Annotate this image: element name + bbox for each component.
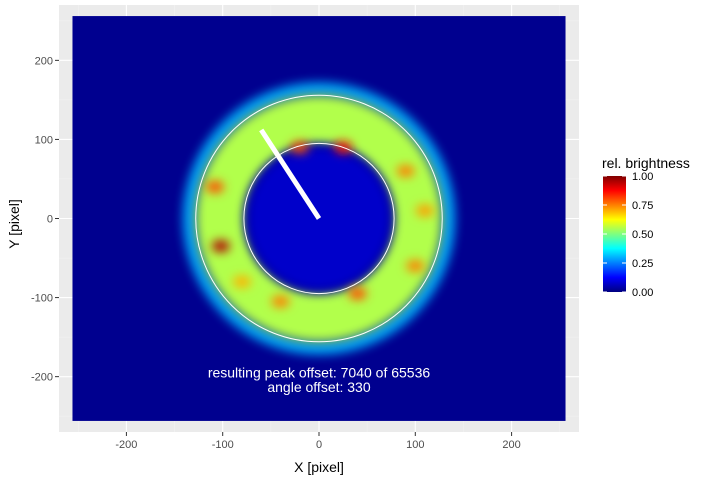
ring-boundaries: [195, 94, 443, 343]
x-tick-label: 100: [406, 439, 424, 451]
hotspot: [271, 295, 290, 308]
annotation-angle-offset: angle offset: 330: [267, 379, 370, 395]
x-axis: -200 -100 0 100 200: [115, 432, 521, 451]
hotspot: [415, 204, 434, 217]
legend: rel. brightness 0.00 0.25 0.50 0.75 1.00: [602, 155, 690, 299]
legend-tick-label: 0.50: [632, 229, 653, 241]
ring-boundary-circle: [195, 94, 443, 343]
annotation-peak-offset: resulting peak offset: 7040 of 65536: [208, 365, 431, 381]
x-tick-label: -200: [115, 439, 137, 451]
x-axis-title: X [pixel]: [294, 459, 344, 475]
ring-band: [195, 95, 443, 342]
legend-ticks: 0.00 0.25 0.50 0.75 1.00: [603, 171, 653, 299]
hotspot: [206, 180, 224, 193]
legend-tick-label: 0.75: [632, 200, 653, 212]
hotspot: [211, 240, 230, 253]
y-tick-label: -100: [31, 293, 53, 305]
offset-line: [259, 128, 322, 220]
hotspot: [396, 165, 415, 178]
hotspot: [348, 287, 367, 300]
ring-halo: [182, 82, 456, 355]
legend-colorbar: [603, 176, 626, 292]
hotspot: [232, 275, 251, 288]
legend-tick-label: 0.25: [632, 258, 653, 270]
legend-title: rel. brightness: [602, 155, 690, 171]
y-tick-label: 100: [35, 134, 53, 146]
hotspots: [206, 141, 434, 308]
hotspot: [406, 259, 425, 272]
y-tick-label: -200: [31, 372, 53, 384]
brightness-ring: [182, 82, 456, 355]
x-tick-label: 0: [316, 439, 322, 451]
legend-tick-label: 0.00: [632, 287, 653, 299]
y-axis-title: Y [pixel]: [6, 199, 22, 249]
y-axis: -200 -100 0 100 200: [31, 55, 59, 384]
x-tick-label: 200: [502, 439, 520, 451]
y-tick-label: 0: [47, 214, 53, 226]
legend-tick-label: 1.00: [632, 171, 653, 183]
y-tick-label: 200: [35, 55, 53, 67]
ring-boundary-circle: [243, 142, 395, 295]
x-tick-label: -100: [212, 439, 234, 451]
annotations: resulting peak offset: 7040 of 65536 ang…: [208, 365, 431, 395]
hotspot: [290, 141, 309, 154]
